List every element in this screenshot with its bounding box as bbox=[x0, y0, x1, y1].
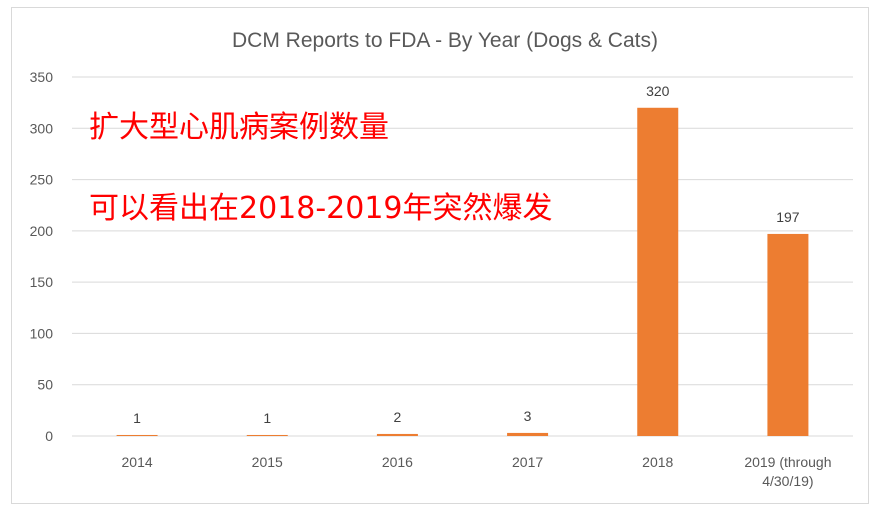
chart-title: DCM Reports to FDA - By Year (Dogs & Cat… bbox=[232, 29, 658, 52]
bar-2019 bbox=[767, 233, 809, 436]
y-tick-label: 0 bbox=[45, 428, 53, 444]
data-labels: 1 1 2 3 320 197 bbox=[133, 83, 800, 426]
bar-2015 bbox=[246, 434, 288, 436]
annotation-title: 扩大型心肌病案例数量 bbox=[89, 110, 389, 145]
bar-2014 bbox=[116, 434, 158, 436]
x-tick-label: 2017 bbox=[512, 454, 543, 470]
data-label: 1 bbox=[133, 410, 141, 426]
bars bbox=[116, 107, 809, 437]
y-tick-label: 300 bbox=[30, 120, 54, 136]
bar-2018 bbox=[637, 107, 679, 437]
x-tick-label: 4/30/19) bbox=[762, 473, 813, 489]
chart-frame bbox=[11, 7, 869, 504]
data-label: 197 bbox=[776, 209, 800, 225]
y-tick-label: 200 bbox=[30, 223, 54, 239]
data-label: 1 bbox=[263, 410, 271, 426]
data-label: 3 bbox=[524, 408, 532, 424]
x-tick-label: 2019 (through bbox=[744, 454, 831, 470]
x-tick-label: 2016 bbox=[382, 454, 413, 470]
x-axis: 2014 2015 2016 2017 2018 2019 (through 4/30/19… bbox=[122, 454, 832, 489]
annotation-subtitle: 可以看出在2018-2019年突然爆发 bbox=[89, 191, 553, 226]
gridlines bbox=[72, 76, 853, 437]
x-tick-label: 2014 bbox=[122, 454, 153, 470]
x-tick-label: 2018 bbox=[642, 454, 673, 470]
y-axis: 0 50 100 150 200 250 300 350 bbox=[30, 69, 54, 444]
data-label: 320 bbox=[646, 83, 670, 99]
data-label: 2 bbox=[394, 409, 402, 425]
y-tick-label: 150 bbox=[30, 274, 54, 290]
y-tick-label: 350 bbox=[30, 69, 54, 85]
y-tick-label: 250 bbox=[30, 172, 54, 188]
y-tick-label: 100 bbox=[30, 325, 54, 341]
y-tick-label: 50 bbox=[37, 377, 53, 393]
bar-2016 bbox=[376, 433, 418, 436]
bar-2017 bbox=[507, 432, 549, 436]
x-tick-label: 2015 bbox=[252, 454, 283, 470]
